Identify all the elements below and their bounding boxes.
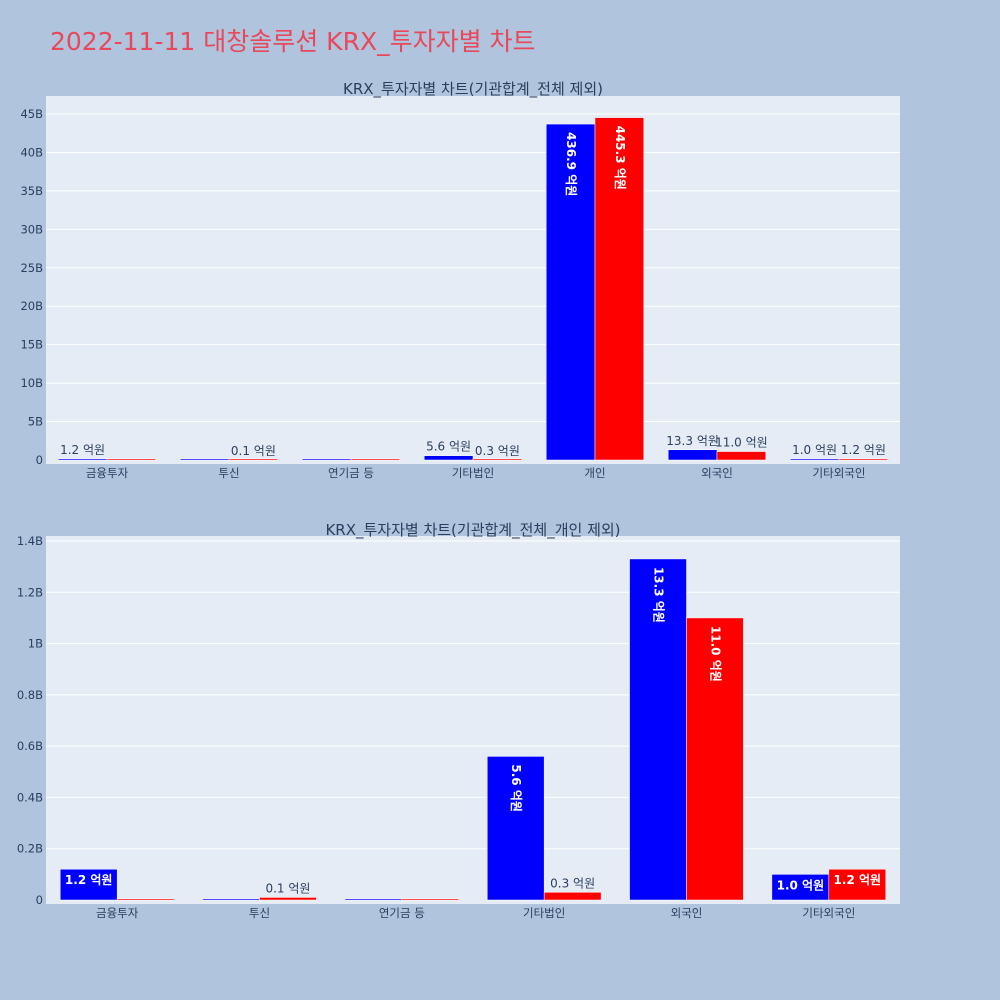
- x-tick-label: 투신: [249, 906, 270, 920]
- bar-s0-4: [545, 123, 596, 461]
- plot-area-1: [46, 536, 900, 904]
- x-tick-label: 연기금 등: [328, 466, 374, 480]
- page-title: 2022-11-11 대창솔루션 KRX_투자자별 차트: [50, 27, 536, 56]
- x-tick-label: 금융투자: [86, 466, 129, 480]
- data-label: 0.3 억원: [550, 876, 595, 890]
- y-tick-label: 20B: [20, 299, 43, 313]
- x-tick-label: 기타외국인: [813, 466, 866, 480]
- bar-s0-1: [202, 898, 260, 901]
- data-label: 11.0 억원: [715, 436, 768, 450]
- bar-s0-1: [179, 458, 230, 461]
- y-tick-label: 0: [36, 893, 43, 907]
- x-tick-label: 기타법인: [452, 466, 494, 480]
- bar-s1-6: [838, 458, 889, 461]
- y-tick-label: 45B: [20, 107, 43, 121]
- chart-title-1: KRX_투자자별 차트(기관합계_전체_개인 제외): [325, 521, 620, 540]
- data-label: 5.6 억원: [426, 440, 471, 454]
- x-tick-label: 외국인: [671, 906, 703, 920]
- bar-s1-3: [472, 458, 523, 461]
- bar-s0-2: [344, 898, 403, 901]
- data-label: 1.2 억원: [60, 443, 105, 457]
- y-tick-label: 1B: [28, 637, 43, 651]
- bar-s0-0: [57, 458, 108, 461]
- data-label: 11.0 억원: [708, 626, 722, 682]
- data-label: 1.2 억원: [841, 443, 886, 457]
- data-label: 1.0 억원: [777, 878, 825, 892]
- data-label: 1.0 억원: [792, 443, 837, 457]
- bar-s1-5: [716, 451, 767, 461]
- bar-s0-5: [771, 874, 830, 901]
- y-tick-label: 0: [36, 453, 43, 467]
- bar-s1-4: [686, 617, 744, 901]
- y-tick-label: 0.4B: [17, 790, 43, 804]
- data-label: 0.1 억원: [231, 444, 276, 458]
- data-label: 5.6 억원: [509, 764, 523, 812]
- y-tick-label: 35B: [20, 184, 43, 198]
- data-label: 445.3 억원: [613, 126, 627, 190]
- x-tick-label: 연기금 등: [379, 906, 425, 920]
- plot-area-0: [46, 96, 900, 464]
- y-tick-label: 15B: [20, 338, 43, 352]
- data-label: 0.3 억원: [475, 444, 520, 458]
- bar-s1-1: [228, 458, 279, 461]
- y-tick-label: 5B: [28, 415, 43, 429]
- y-tick-label: 0.8B: [17, 688, 43, 702]
- y-tick-label: 30B: [20, 222, 43, 236]
- data-label: 1.2 억원: [834, 873, 882, 887]
- y-tick-label: 25B: [20, 261, 43, 275]
- bar-s1-4: [594, 117, 645, 461]
- y-tick-label: 1.4B: [17, 534, 43, 548]
- bar-s0-3: [486, 756, 545, 901]
- bar-s1-2: [350, 458, 401, 461]
- bar-s1-1: [259, 897, 317, 901]
- bar-s0-0: [59, 868, 118, 901]
- data-label: 13.3 억원: [652, 567, 666, 623]
- bar-s1-5: [828, 868, 887, 901]
- y-tick-label: 40B: [20, 145, 43, 159]
- bar-s1-0: [106, 458, 157, 461]
- x-tick-label: 기타외국인: [802, 906, 855, 920]
- chart-title-0: KRX_투자자별 차트(기관합계_전체 제외): [343, 80, 603, 99]
- bar-s0-4: [629, 558, 687, 901]
- bar-s0-5: [667, 449, 718, 461]
- x-tick-label: 투신: [218, 466, 239, 480]
- x-tick-label: 개인: [584, 466, 605, 480]
- bar-s1-3: [543, 892, 602, 901]
- x-tick-label: 외국인: [701, 466, 733, 480]
- y-tick-label: 0.2B: [17, 842, 43, 856]
- data-label: 436.9 억원: [564, 132, 578, 196]
- y-tick-label: 10B: [20, 376, 43, 390]
- x-tick-label: 기타법인: [523, 906, 565, 920]
- bar-s0-6: [789, 458, 840, 461]
- bar-s1-0: [116, 898, 175, 901]
- bar-s0-2: [301, 458, 352, 461]
- data-label: 1.2 억원: [65, 873, 113, 887]
- bar-s1-2: [401, 898, 460, 901]
- x-tick-label: 금융투자: [96, 906, 139, 920]
- data-label: 13.3 억원: [666, 434, 719, 448]
- data-label: 0.1 억원: [265, 881, 310, 895]
- bar-s0-3: [423, 455, 474, 461]
- y-tick-label: 1.2B: [17, 585, 43, 599]
- y-tick-label: 0.6B: [17, 739, 43, 753]
